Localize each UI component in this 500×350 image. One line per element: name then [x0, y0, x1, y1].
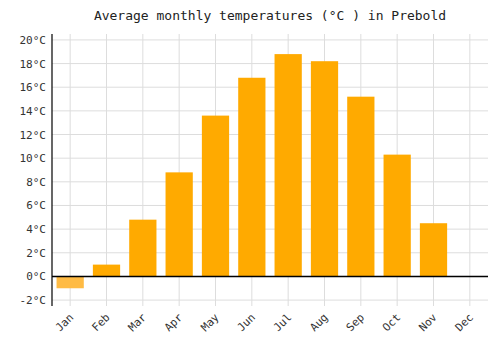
y-grid-line	[52, 300, 488, 301]
y-grid-line	[52, 87, 488, 88]
bar	[93, 265, 120, 277]
y-tick-label: 2°C	[26, 247, 46, 260]
x-tick-label: May	[198, 311, 222, 335]
x-tick-label: Apr	[162, 311, 186, 335]
bars	[57, 54, 448, 288]
y-grid-line	[52, 63, 488, 64]
x-tick-label: Oct	[380, 311, 403, 334]
bar	[238, 78, 265, 277]
bar	[311, 61, 338, 276]
y-tick-label: 4°C	[26, 223, 46, 236]
y-tick-label: 10°C	[20, 152, 47, 165]
y-axis	[51, 34, 52, 306]
y-grid-line	[52, 110, 488, 111]
x-tick-label: Mar	[126, 311, 150, 335]
chart: Average monthly temperatures (°C ) in Pr…	[0, 0, 500, 350]
y-tick-label: 0°C	[26, 270, 46, 283]
bar	[129, 220, 156, 277]
y-tick-label: 16°C	[20, 81, 47, 94]
x-tick-label: Sep	[344, 311, 367, 334]
x-tick-label: Nov	[416, 311, 440, 335]
bar	[420, 223, 447, 276]
y-grid-line	[52, 39, 488, 40]
x-tick-label: Jun	[235, 311, 258, 334]
bar	[275, 54, 302, 276]
y-tick-label: 14°C	[20, 105, 47, 118]
y-tick-label: 6°C	[26, 199, 46, 212]
y-tick-label: -2°C	[20, 294, 47, 307]
y-tick-label: 18°C	[20, 58, 47, 71]
bar	[202, 116, 229, 277]
bar	[384, 155, 411, 277]
x-grid-line	[70, 34, 71, 306]
grid	[52, 34, 488, 306]
x-tick-label: Dec	[453, 311, 476, 334]
y-tick-label: 20°C	[20, 34, 47, 47]
y-grid-line	[52, 134, 488, 135]
bar	[347, 97, 374, 277]
x-tick-label: Aug	[307, 311, 330, 334]
y-grid-line	[52, 205, 488, 206]
y-grid-line	[52, 276, 488, 277]
x-grid-line	[469, 34, 470, 306]
y-tick-label: 8°C	[26, 176, 46, 189]
y-tick-label: 12°C	[20, 129, 47, 142]
x-tick-label: Jul	[271, 311, 294, 334]
bar	[166, 172, 193, 276]
title: Average monthly temperatures (°C ) in Pr…	[94, 8, 446, 23]
x-tick-label: Feb	[89, 311, 112, 334]
y-grid-line	[52, 181, 488, 182]
x-tick-label: Jan	[53, 311, 76, 334]
zero-line	[52, 276, 488, 278]
bar	[57, 276, 84, 288]
y-grid-line	[52, 158, 488, 159]
